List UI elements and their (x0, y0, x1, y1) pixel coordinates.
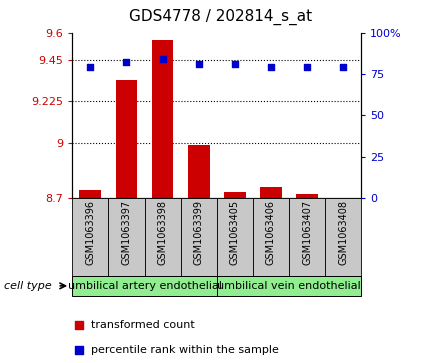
Bar (144, 198, 181, 276)
Text: GDS4778 / 202814_s_at: GDS4778 / 202814_s_at (130, 9, 312, 25)
Point (268, 65, 275, 70)
Text: GSM1063405: GSM1063405 (230, 200, 240, 265)
Bar (116, 80, 137, 198)
Point (231, 61, 238, 67)
Bar (188, 144, 210, 198)
Point (123, 60, 130, 65)
Bar (217, 276, 361, 296)
Bar (108, 198, 144, 276)
Bar (325, 198, 361, 276)
Point (75, 322, 82, 328)
Text: GSM1063399: GSM1063399 (194, 200, 204, 265)
Text: GSM1063397: GSM1063397 (122, 200, 131, 265)
Point (340, 65, 347, 70)
Point (87, 65, 94, 70)
Point (303, 65, 310, 70)
Bar (72, 276, 217, 296)
Text: GSM1063406: GSM1063406 (266, 200, 276, 265)
Bar (296, 194, 318, 198)
Point (75, 347, 82, 353)
Bar (79, 191, 101, 198)
Bar (289, 198, 325, 276)
Bar (260, 187, 282, 198)
Text: umbilical artery endothelial: umbilical artery endothelial (68, 281, 221, 291)
Point (159, 56, 166, 62)
Text: GSM1063408: GSM1063408 (338, 200, 348, 265)
Text: GSM1063396: GSM1063396 (85, 200, 95, 265)
Bar (253, 198, 289, 276)
Bar (152, 40, 173, 198)
Bar (181, 198, 217, 276)
Text: umbilical vein endothelial: umbilical vein endothelial (217, 281, 361, 291)
Point (196, 61, 202, 67)
Bar (217, 198, 253, 276)
Text: GSM1063398: GSM1063398 (158, 200, 167, 265)
Bar (72, 198, 108, 276)
Bar (224, 192, 246, 198)
Text: transformed count: transformed count (91, 321, 195, 330)
Text: percentile rank within the sample: percentile rank within the sample (91, 345, 279, 355)
Text: cell type: cell type (4, 281, 52, 291)
Text: GSM1063407: GSM1063407 (302, 200, 312, 265)
